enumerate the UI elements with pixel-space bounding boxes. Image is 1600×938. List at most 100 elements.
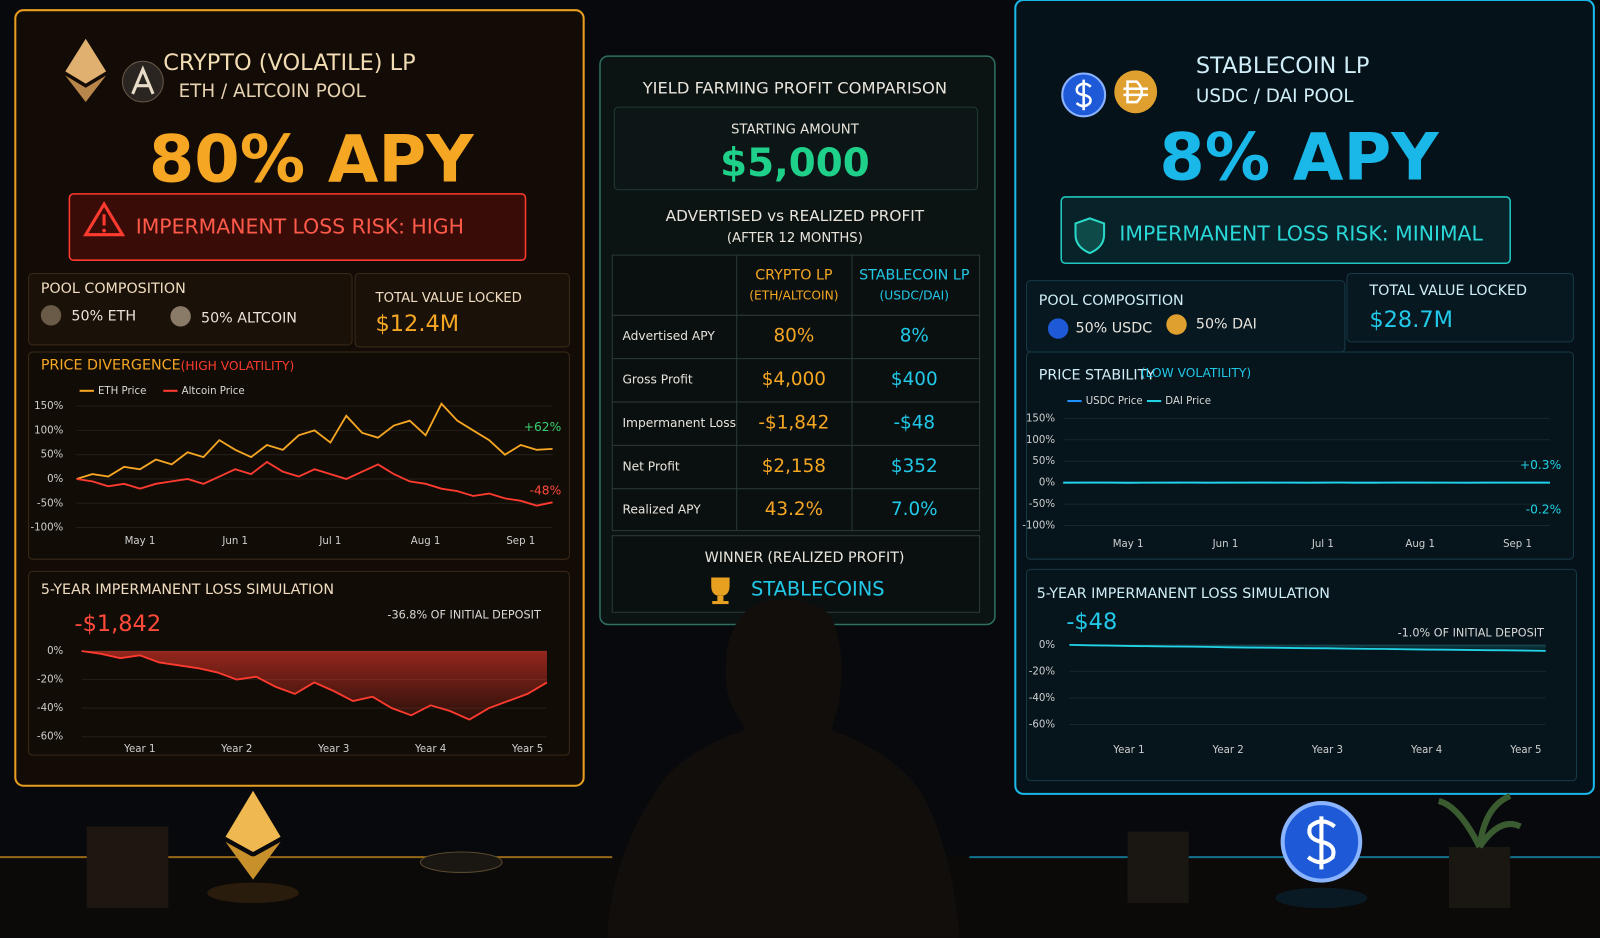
y-tick-label: -60%: [1029, 719, 1056, 730]
loss-chart-box: [1026, 568, 1578, 782]
winner-qualifier: (REALIZED PROFIT): [767, 550, 904, 566]
comparison-table: [611, 254, 981, 532]
table-cell: 8%: [900, 326, 929, 347]
coin-stack: [1127, 831, 1189, 904]
annotation: -48%: [530, 483, 562, 497]
x-tick-label: Year 3: [1311, 745, 1343, 756]
tvl-label: TOTAL VALUE LOCKED: [375, 291, 522, 306]
person: [607, 599, 960, 938]
x-tick-label: Year 3: [317, 744, 349, 755]
y-tick-label: -50%: [37, 498, 64, 509]
table-cell: 80%: [773, 326, 814, 347]
annotation: +0.3%: [1520, 458, 1561, 472]
composition-box: [1026, 280, 1346, 353]
x-tick-label: Sep 1: [506, 536, 535, 547]
line: [1069, 643, 1546, 652]
composition-item: 50% DAI: [1196, 316, 1257, 332]
composition-box: [28, 272, 353, 346]
y-tick-label: -20%: [1029, 666, 1056, 677]
composition-item: 50% ETH: [71, 308, 136, 324]
panel-subtitle: ETH / ALTCOIN POOL: [179, 81, 367, 102]
loss-total: -$48: [1066, 609, 1117, 635]
eth-statue: [207, 790, 299, 904]
table-cell: -$48: [893, 412, 935, 433]
line: [76, 460, 553, 507]
table-cell: 43.2%: [765, 499, 823, 520]
plant: [1437, 793, 1522, 849]
tvl-label: TOTAL VALUE LOCKED: [1368, 283, 1527, 299]
winner-box: [611, 535, 981, 613]
altcoin-token-icon: [170, 306, 191, 327]
risk-label: IMPERMANENT LOSS RISK: MINIMAL: [1119, 222, 1483, 246]
apy: 8% APY: [1159, 119, 1439, 195]
table-cell: $2,158: [762, 456, 826, 477]
chart-title: PRICE STABILITY: [1039, 368, 1156, 384]
row-label: Gross Profit: [622, 373, 692, 387]
x-tick-label: Sep 1: [1503, 539, 1532, 550]
composition-item: 50% USDC: [1076, 321, 1153, 337]
table-cell: 7.0%: [891, 499, 938, 520]
legend-label: DAI Price: [1165, 396, 1211, 407]
row-label: Impermanent Loss: [622, 416, 736, 430]
x-tick-label: Year 2: [220, 744, 252, 755]
risk-label: IMPERMANENT LOSS RISK: HIGH: [136, 215, 464, 239]
x-tick-label: Aug 1: [411, 536, 441, 547]
table-cell: -$1,842: [758, 412, 829, 433]
y-tick-label: -100%: [1022, 521, 1055, 532]
y-tick-label: -20%: [37, 675, 64, 686]
altcoin-icon: [121, 60, 164, 103]
y-tick-label: 0%: [1039, 640, 1055, 651]
y-tick-label: 0%: [47, 474, 63, 485]
tvl-value: $12.4M: [376, 311, 460, 337]
annotation: -0.2%: [1526, 503, 1562, 517]
x-tick-label: Year 4: [1410, 745, 1442, 756]
y-tick-label: 50%: [41, 450, 64, 461]
chart-title: 5-YEAR IMPERMANENT LOSS SIMULATION: [1037, 586, 1330, 602]
panel-title: STABLECOIN LP: [1196, 53, 1370, 79]
x-tick-label: Year 1: [123, 744, 155, 755]
y-tick-label: -100%: [30, 523, 63, 534]
chart-qualifier: (LOW VOLATILITY): [1141, 366, 1251, 380]
table-cell: $4,000: [762, 369, 826, 390]
x-tick-label: Jun 1: [1212, 539, 1239, 550]
x-tick-label: Aug 1: [1405, 539, 1435, 550]
composition-label: POOL COMPOSITION: [1039, 293, 1184, 309]
chart-title: 5-YEAR IMPERMANENT LOSS SIMULATION: [41, 582, 334, 598]
column-header: CRYPTO LP: [755, 268, 833, 284]
center-title: YIELD FARMING PROFIT COMPARISON: [642, 78, 947, 97]
legend-label: USDC Price: [1086, 396, 1143, 407]
table-cell: $352: [891, 456, 938, 477]
tvl-value: $28.7M: [1369, 307, 1453, 333]
y-tick-label: 150%: [34, 401, 63, 412]
y-tick-label: -50%: [1029, 499, 1056, 510]
starting-box: [613, 106, 979, 191]
annotation: +62%: [524, 420, 561, 434]
x-tick-label: Year 2: [1212, 745, 1244, 756]
winner-label: WINNER: [705, 550, 764, 566]
eth-token-icon: [40, 305, 62, 326]
plant-pot: [1448, 846, 1511, 909]
trophy-icon: [711, 577, 730, 605]
dai-token-icon: [1166, 314, 1187, 335]
books: [86, 826, 169, 909]
table-cell: $400: [891, 369, 938, 390]
y-tick-label: 100%: [34, 425, 63, 436]
risk-box: [68, 193, 527, 261]
panel-title: CRYPTO (VOLATILE) LP: [163, 50, 415, 76]
column-header: STABLECOIN LP: [859, 268, 970, 284]
winner-value: STABLECOINS: [751, 577, 885, 600]
usdc-token-icon: [1047, 318, 1069, 339]
center-period: (AFTER 12 MONTHS): [727, 231, 863, 246]
line: [76, 402, 553, 480]
shield-icon: [1074, 217, 1106, 255]
y-tick-label: -40%: [37, 703, 64, 714]
apy: 80% APY: [149, 121, 474, 197]
eth-icon: [65, 38, 107, 103]
loss-note: -36.8% OF INITIAL DEPOSIT: [387, 608, 541, 621]
warning-icon: [83, 201, 126, 237]
starting-label: STARTING AMOUNT: [731, 123, 860, 138]
column-detail: (ETH/ALTCOIN): [749, 288, 838, 302]
dai-icon: [1114, 70, 1158, 114]
